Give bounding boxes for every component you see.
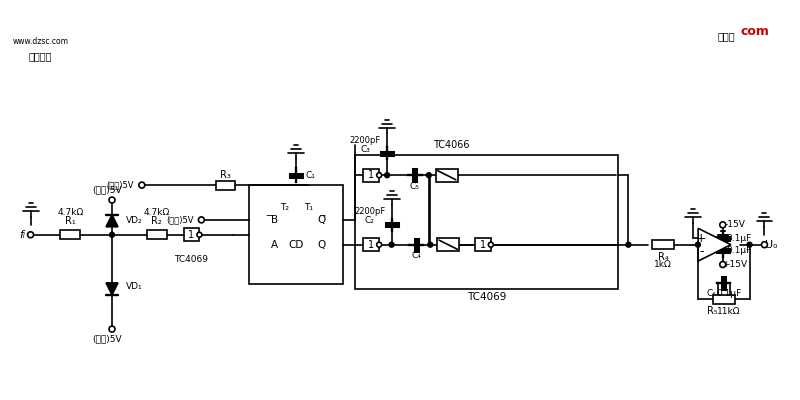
Text: CD: CD <box>289 240 304 250</box>
Text: com: com <box>741 25 770 38</box>
Text: 1kΩ: 1kΩ <box>654 260 672 269</box>
Text: (参考)5V: (参考)5V <box>166 215 194 224</box>
Circle shape <box>389 242 394 247</box>
Text: +15V: +15V <box>722 260 747 269</box>
Text: C₃: C₃ <box>360 145 370 154</box>
Circle shape <box>747 242 752 247</box>
Text: 1: 1 <box>188 230 194 240</box>
Text: R₁: R₁ <box>65 216 76 226</box>
Text: C₆: C₆ <box>707 289 717 298</box>
Text: Uₒ: Uₒ <box>765 240 778 250</box>
Bar <box>355 155 618 289</box>
Circle shape <box>139 182 145 188</box>
Text: ̅B: ̅B <box>271 215 278 225</box>
Text: R₅: R₅ <box>706 306 717 316</box>
Bar <box>475 238 491 251</box>
Text: 11kΩ: 11kΩ <box>717 307 741 316</box>
Text: TC4066: TC4066 <box>434 140 470 150</box>
Text: fᵢ: fᵢ <box>20 230 26 240</box>
Circle shape <box>198 217 204 223</box>
Bar <box>60 230 80 239</box>
Text: 4.7kΩ: 4.7kΩ <box>57 208 83 218</box>
Bar <box>363 238 379 251</box>
Text: 维库一下: 维库一下 <box>29 51 52 61</box>
Text: 1: 1 <box>480 240 486 250</box>
Circle shape <box>695 242 700 247</box>
Circle shape <box>720 222 726 228</box>
Circle shape <box>385 173 390 178</box>
Text: www.dzsc.com: www.dzsc.com <box>13 37 69 46</box>
Text: VD₁: VD₁ <box>126 282 142 291</box>
Text: C₄: C₄ <box>411 251 422 260</box>
Polygon shape <box>106 215 118 227</box>
Text: 1: 1 <box>368 240 374 250</box>
Text: 接线图: 接线图 <box>718 31 735 41</box>
Circle shape <box>109 326 115 332</box>
Text: TC4069: TC4069 <box>174 255 209 264</box>
Text: 0.1μF: 0.1μF <box>726 246 751 255</box>
Text: (参考)5V: (参考)5V <box>106 181 134 190</box>
Text: VD₂: VD₂ <box>126 216 142 225</box>
Text: R₂: R₂ <box>151 216 162 226</box>
Circle shape <box>762 242 767 248</box>
Text: Q: Q <box>317 240 325 250</box>
Circle shape <box>110 232 114 237</box>
Text: C₅: C₅ <box>410 182 420 190</box>
Text: 2200pF: 2200pF <box>350 136 381 145</box>
Bar <box>146 230 166 239</box>
Text: -15V: -15V <box>724 220 745 229</box>
Bar <box>249 185 343 284</box>
Bar <box>363 169 379 182</box>
Bar <box>215 181 235 190</box>
Text: R₄: R₄ <box>658 252 669 262</box>
Polygon shape <box>698 228 731 261</box>
Text: C₂: C₂ <box>365 216 374 225</box>
Text: T₂: T₂ <box>280 204 289 212</box>
Text: 1: 1 <box>368 170 374 180</box>
Circle shape <box>488 242 494 247</box>
Text: T₁: T₁ <box>304 204 313 212</box>
Text: +: + <box>696 232 706 245</box>
Text: (参考)5V: (参考)5V <box>92 186 122 194</box>
Text: 2200pF: 2200pF <box>354 208 386 216</box>
Text: 0.1μF: 0.1μF <box>716 289 742 298</box>
Circle shape <box>428 242 433 247</box>
Text: (参考)5V: (参考)5V <box>92 334 122 344</box>
Bar <box>436 169 458 182</box>
Text: A: A <box>271 240 278 250</box>
Text: -: - <box>699 245 704 258</box>
Circle shape <box>28 232 34 238</box>
Text: 4.7kΩ: 4.7kΩ <box>143 208 170 218</box>
Text: TC4069: TC4069 <box>467 292 506 302</box>
Circle shape <box>197 232 202 237</box>
Circle shape <box>109 197 115 203</box>
Circle shape <box>377 173 382 178</box>
Text: C₁: C₁ <box>305 171 315 180</box>
Text: R₃: R₃ <box>220 170 231 180</box>
Circle shape <box>626 242 631 247</box>
Circle shape <box>377 242 382 247</box>
Circle shape <box>426 173 431 178</box>
Bar <box>652 240 674 249</box>
Polygon shape <box>106 283 118 295</box>
Bar <box>183 228 199 241</box>
Bar <box>713 295 734 304</box>
Text: 0.1μF: 0.1μF <box>726 234 751 243</box>
Text: Q̅: Q̅ <box>317 215 325 225</box>
Circle shape <box>720 262 726 268</box>
Bar <box>438 238 459 251</box>
